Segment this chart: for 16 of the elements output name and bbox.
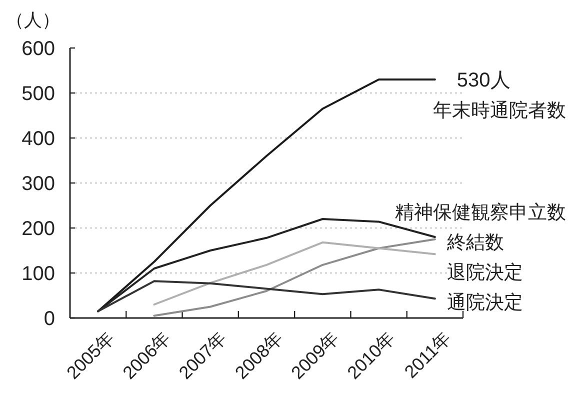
series-label: 退院決定 [446,261,523,284]
annotation: 530人 [456,70,510,92]
y-tick-label: 0 [44,308,55,330]
line-series [153,238,436,317]
y-tick-label: 300 [22,173,55,195]
y-tick-label: 200 [22,218,55,240]
series-label: 精神保健観察申立数 [395,201,566,224]
y-tick-label: 400 [22,128,55,150]
line-series [97,280,436,312]
series-label: 通院決定 [446,291,523,314]
y-tick-label: 500 [22,83,55,105]
series-label: 終結数 [446,232,504,254]
y-tick-label: 100 [22,263,55,285]
series-label: 年末時通院者数 [433,100,566,122]
y-tick-label: 600 [22,38,55,60]
y-axis-title: （人） [6,10,60,30]
